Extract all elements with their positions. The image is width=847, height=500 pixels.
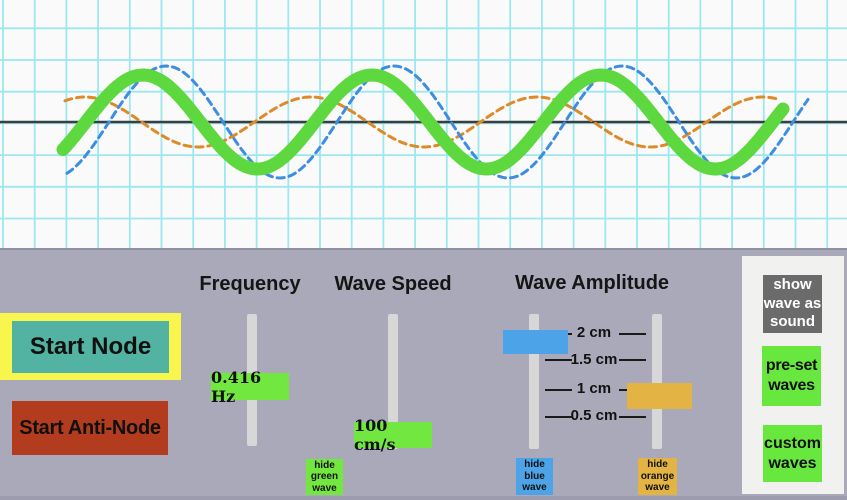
- orange-wave: [63, 95, 778, 149]
- hide-green-wave-button[interactable]: hide green wave: [306, 459, 343, 495]
- frequency-title: Frequency: [199, 273, 301, 295]
- green-wave: [56, 68, 790, 176]
- tick-dash-right: [619, 359, 646, 361]
- wave-speed-value-handle[interactable]: 100 cm/s: [354, 416, 432, 454]
- wave-display: [0, 0, 847, 248]
- start-node-button[interactable]: Start Node: [0, 313, 181, 380]
- window-bottom-edge: [0, 496, 847, 500]
- show-wave-as-sound-button[interactable]: show wave as sound: [763, 275, 822, 333]
- tick-dash-left: [545, 359, 572, 361]
- hide-orange-wave-button[interactable]: hide orange wave: [638, 458, 677, 495]
- tick-dash-right: [619, 415, 646, 418]
- tick-dash-left: [545, 415, 572, 418]
- hide-blue-wave-button[interactable]: hide blue wave: [516, 458, 553, 495]
- start-node-label: Start Node: [12, 321, 169, 373]
- tick-label-0-5cm: 0.5 cm: [570, 407, 618, 424]
- tick-dash-right: [619, 332, 646, 335]
- blue-wave: [65, 64, 810, 180]
- wave-speed-slider-track[interactable]: [388, 314, 398, 449]
- tick-label-1-5cm: 1.5 cm: [570, 350, 618, 368]
- tick-label-2cm: 2 cm: [576, 324, 612, 341]
- orange-amplitude-slider-track[interactable]: [652, 314, 662, 449]
- tick-dash-left: [545, 388, 572, 391]
- wave-amplitude-title: Wave Amplitude: [514, 272, 670, 294]
- preset-waves-button[interactable]: pre-set waves: [762, 346, 821, 406]
- orange-amplitude-handle[interactable]: [627, 383, 692, 409]
- start-anti-node-button[interactable]: Start Anti-Node: [12, 401, 168, 455]
- blue-amplitude-slider-track[interactable]: [529, 314, 539, 449]
- wave-chart: [0, 0, 847, 248]
- control-panel: Start Node Start Anti-Node Frequency 0.4…: [0, 248, 847, 500]
- wave-speed-title: Wave Speed: [334, 273, 452, 295]
- tick-label-1cm: 1 cm: [576, 380, 612, 397]
- custom-waves-button[interactable]: custom waves: [763, 425, 822, 482]
- frequency-value-handle[interactable]: 0.416 Hz: [211, 368, 289, 406]
- blue-amplitude-handle[interactable]: [503, 330, 568, 354]
